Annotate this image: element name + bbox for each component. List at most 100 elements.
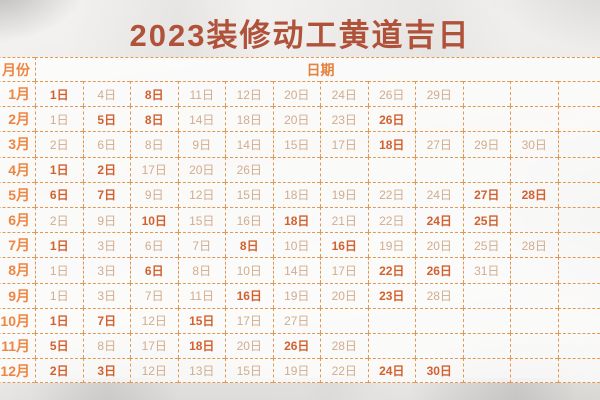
day-cell: 6日 <box>130 257 178 283</box>
day-cell: 19日 <box>272 358 320 384</box>
empty-day-cell <box>462 81 510 107</box>
empty-day-cell <box>557 282 600 308</box>
page-title: 2023装修动工黄道吉日 <box>129 18 471 53</box>
day-cell: 1日 <box>35 257 83 283</box>
empty-day-cell <box>367 307 415 333</box>
day-cell: 24日 <box>415 206 463 233</box>
day-cell: 18日 <box>177 332 225 359</box>
month-label: 6月 <box>0 206 35 233</box>
day-cell: 15日 <box>177 206 225 233</box>
day-cell: 6日 <box>82 131 130 157</box>
day-cell: 20日 <box>272 81 320 107</box>
day-cell: 1日 <box>35 106 83 132</box>
day-cell: 25日 <box>462 206 510 233</box>
day-cell: 12日 <box>225 81 273 107</box>
day-cell: 18日 <box>225 106 273 132</box>
empty-day-cell <box>510 282 558 308</box>
day-cell: 1日 <box>35 232 83 258</box>
day-cell: 11日 <box>177 81 225 107</box>
day-cell: 10日 <box>130 206 178 233</box>
day-cell: 30日 <box>415 358 463 384</box>
day-cell: 17日 <box>320 131 368 157</box>
day-cell: 1日 <box>35 156 83 182</box>
day-cell: 28日 <box>415 282 463 308</box>
day-cell: 2日 <box>82 156 130 182</box>
day-cell: 10日 <box>225 257 273 283</box>
empty-day-cell <box>557 131 600 157</box>
empty-day-cell <box>510 81 558 107</box>
empty-day-cell <box>557 358 600 384</box>
day-cell: 20日 <box>177 156 225 182</box>
empty-day-cell <box>272 156 320 182</box>
month-label: 2月 <box>0 106 35 132</box>
month-label: 7月 <box>0 232 35 258</box>
day-cell: 16日 <box>225 282 273 308</box>
empty-day-cell <box>557 106 600 132</box>
day-cell: 31日 <box>462 257 510 283</box>
day-cell: 24日 <box>367 358 415 384</box>
day-cell: 28日 <box>320 332 368 359</box>
empty-day-cell <box>415 106 463 132</box>
empty-day-cell <box>415 156 463 182</box>
empty-day-cell <box>367 332 415 359</box>
day-cell: 3日 <box>82 257 130 283</box>
day-cell: 6日 <box>130 232 178 258</box>
day-cell: 19日 <box>367 232 415 258</box>
month-label: 9月 <box>0 282 35 308</box>
day-cell: 7日 <box>177 232 225 258</box>
day-cell: 8日 <box>82 332 130 359</box>
day-cell: 16日 <box>225 206 273 233</box>
day-cell: 20日 <box>320 282 368 308</box>
day-cell: 18日 <box>272 206 320 233</box>
day-cell: 7日 <box>82 307 130 333</box>
day-cell: 2日 <box>35 131 83 157</box>
day-cell: 2日 <box>35 206 83 233</box>
day-cell: 3日 <box>82 232 130 258</box>
empty-day-cell <box>320 156 368 182</box>
day-cell: 4日 <box>82 81 130 107</box>
day-cell: 29日 <box>462 131 510 157</box>
day-cell: 20日 <box>225 332 273 359</box>
day-cell: 8日 <box>130 106 178 132</box>
day-cell: 26日 <box>367 106 415 132</box>
empty-day-cell <box>415 307 463 333</box>
day-cell: 3日 <box>82 282 130 308</box>
day-cell: 2日 <box>35 358 83 384</box>
day-cell: 23日 <box>320 106 368 132</box>
month-label: 3月 <box>0 131 35 157</box>
day-cell: 5日 <box>82 106 130 132</box>
empty-day-cell <box>462 307 510 333</box>
month-label: 1月 <box>0 81 35 107</box>
empty-day-cell <box>557 81 600 107</box>
date-column-header: 日期 <box>35 57 600 81</box>
day-cell: 10日 <box>272 232 320 258</box>
empty-day-cell <box>557 156 600 182</box>
day-cell: 8日 <box>130 81 178 107</box>
day-cell: 19日 <box>320 181 368 207</box>
day-cell: 12日 <box>130 358 178 384</box>
day-cell: 23日 <box>367 282 415 308</box>
day-cell: 24日 <box>320 81 368 107</box>
day-cell: 8日 <box>130 131 178 157</box>
day-cell: 15日 <box>272 131 320 157</box>
month-label: 10月 <box>0 307 35 333</box>
day-cell: 20日 <box>272 106 320 132</box>
day-cell: 29日 <box>415 81 463 107</box>
empty-day-cell <box>557 332 600 359</box>
empty-day-cell <box>462 156 510 182</box>
day-cell: 3日 <box>82 358 130 384</box>
day-cell: 15日 <box>225 358 273 384</box>
day-cell: 28日 <box>510 232 558 258</box>
auspicious-days-table: 月份 日期 1月 1日 4日 8日 11日 12日 20日 24日 26日 29日 2月 1日 5日 8日… <box>0 57 600 384</box>
day-cell: 8日 <box>225 232 273 258</box>
month-label: 11月 <box>0 332 35 359</box>
day-cell: 28日 <box>510 181 558 207</box>
month-label: 12月 <box>0 358 35 384</box>
day-cell: 26日 <box>225 156 273 182</box>
empty-day-cell <box>462 106 510 132</box>
empty-day-cell <box>510 307 558 333</box>
empty-day-cell <box>462 358 510 384</box>
day-cell: 16日 <box>320 232 368 258</box>
day-cell: 12日 <box>177 181 225 207</box>
